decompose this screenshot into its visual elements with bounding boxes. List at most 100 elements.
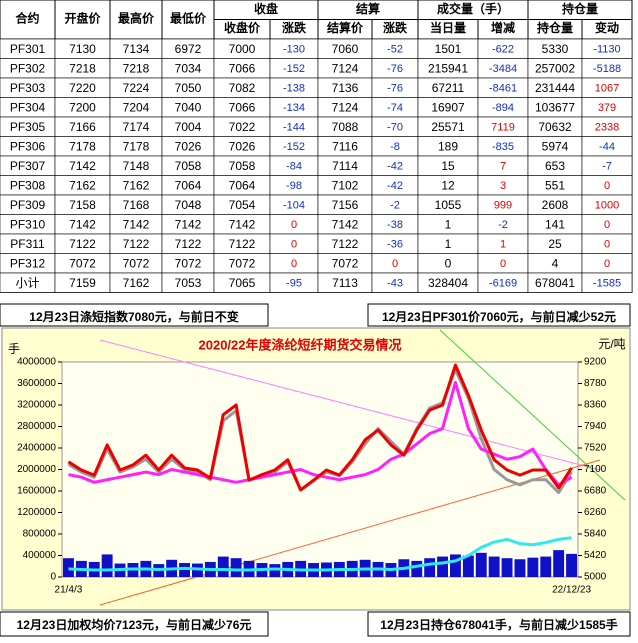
cell-text: -38 — [387, 219, 403, 231]
cell-text: -8 — [390, 141, 400, 153]
y-tick-label: 3200000 — [17, 400, 56, 411]
cell-text: -152 — [283, 141, 305, 153]
header-text: 合约 — [15, 11, 39, 26]
bar — [424, 558, 436, 577]
cell-text: -2 — [390, 200, 400, 212]
cell-text: 7204 — [123, 100, 150, 114]
bar — [101, 554, 113, 577]
header-text: 涨跌 — [282, 20, 307, 35]
cell-text: 7124 — [332, 100, 359, 114]
bar — [566, 553, 577, 577]
cell-text: 7040 — [175, 100, 202, 114]
y2-tick-label: 6680 — [584, 486, 607, 497]
cell-text: 551 — [545, 178, 565, 192]
cell-text: 7066 — [229, 61, 256, 75]
header-cell — [54, 0, 111, 40]
cell-text: 16907 — [431, 100, 465, 114]
cell-text: 7158 — [69, 198, 96, 212]
cell-text: -76 — [387, 83, 403, 95]
cell-text: 7026 — [229, 139, 256, 153]
header-text: 持仓量 — [562, 1, 598, 16]
cell-text: 7072 — [69, 256, 96, 270]
cell-text: PF302 — [10, 61, 46, 75]
cell-text: PF311 — [10, 237, 45, 251]
cell-text: 7054 — [229, 198, 256, 212]
cell-text: 7122 — [229, 237, 256, 251]
cell-text: -74 — [387, 102, 403, 114]
cell-text: 7166 — [69, 120, 96, 134]
header-text: 当日量 — [430, 20, 466, 35]
cell-text: -98 — [286, 180, 302, 192]
y-tick-label: 2000000 — [17, 464, 56, 475]
bar — [437, 556, 448, 577]
cell-text: 1 — [445, 217, 452, 231]
cell-text: 7119 — [491, 122, 515, 134]
cell-text: 7072 — [332, 256, 359, 270]
cell-text: 7224 — [123, 81, 150, 95]
bar — [514, 559, 526, 577]
y-tick-label: 4000000 — [17, 357, 56, 368]
cell-text: PF304 — [10, 100, 46, 114]
y2-tick-label: 7520 — [584, 443, 607, 454]
cell-text: 7058 — [175, 159, 202, 173]
cell-text: 7148 — [123, 159, 150, 173]
cell-text: 7200 — [69, 100, 96, 114]
header-text: 增减 — [491, 20, 515, 35]
header-cell — [0, 0, 56, 40]
cell-text: 7218 — [69, 61, 96, 75]
cell-text: 7116 — [332, 139, 358, 153]
bar — [540, 556, 552, 577]
cell-text: 7082 — [229, 81, 256, 95]
header-text: 成交量（手） — [437, 1, 509, 16]
cell-text: 7178 — [123, 139, 150, 153]
cell-text: PF301 — [10, 42, 46, 56]
cell-text: -894 — [492, 102, 514, 114]
cell-text: 653 — [545, 159, 565, 173]
cell-text: 0 — [604, 258, 610, 270]
cell-text: 25 — [548, 237, 562, 251]
cell-text: 0 — [604, 219, 610, 231]
cell-text: 7060 — [332, 42, 359, 56]
bar — [527, 557, 539, 577]
y2-tick-label: 6260 — [584, 507, 607, 518]
cell-text: 7065 — [229, 276, 256, 290]
cell-text: -42 — [387, 180, 403, 192]
cell-text: 7142 — [175, 217, 202, 231]
cell-text: 7114 — [332, 159, 358, 173]
cell-text: 141 — [545, 217, 565, 231]
plot-area — [61, 361, 579, 578]
cell-text: -44 — [599, 141, 615, 153]
cell-text: -42 — [387, 161, 403, 173]
header-cell — [109, 0, 163, 40]
y-tick-label: 400000 — [23, 550, 57, 561]
header-text: 结算 — [356, 1, 380, 16]
header-text: 持仓量 — [537, 20, 573, 35]
bar — [63, 558, 74, 577]
cell-text: 7220 — [69, 81, 96, 95]
cell-text: 7142 — [69, 217, 96, 231]
cell-text: PF306 — [10, 139, 46, 153]
cell-text: -84 — [286, 161, 302, 173]
cell-text: 7064 — [229, 178, 256, 192]
cell-text: 7064 — [175, 178, 202, 192]
y-tick-label: 1600000 — [17, 486, 56, 497]
cell-text: -8461 — [489, 83, 517, 95]
cell-text: -7 — [602, 161, 612, 173]
header-text: 收盘 — [254, 1, 278, 16]
cell-text: 7122 — [123, 237, 150, 251]
trend-line — [439, 329, 626, 501]
cell-text: 7034 — [175, 61, 202, 75]
cell-text: 215941 — [428, 61, 468, 75]
cell-text: 189 — [438, 139, 458, 153]
cell-text: 1501 — [435, 42, 462, 56]
bar — [179, 563, 190, 577]
cell-text: 7022 — [229, 120, 256, 134]
cell-text: 0 — [392, 258, 398, 270]
y-unit: 手 — [8, 342, 20, 356]
cell-text: -6169 — [489, 278, 517, 290]
cell-text: 5330 — [542, 42, 569, 56]
header-text: 最低价 — [170, 11, 207, 26]
cell-text: 0 — [500, 258, 506, 270]
y-tick-label: 3600000 — [17, 378, 56, 389]
cell — [581, 272, 633, 293]
